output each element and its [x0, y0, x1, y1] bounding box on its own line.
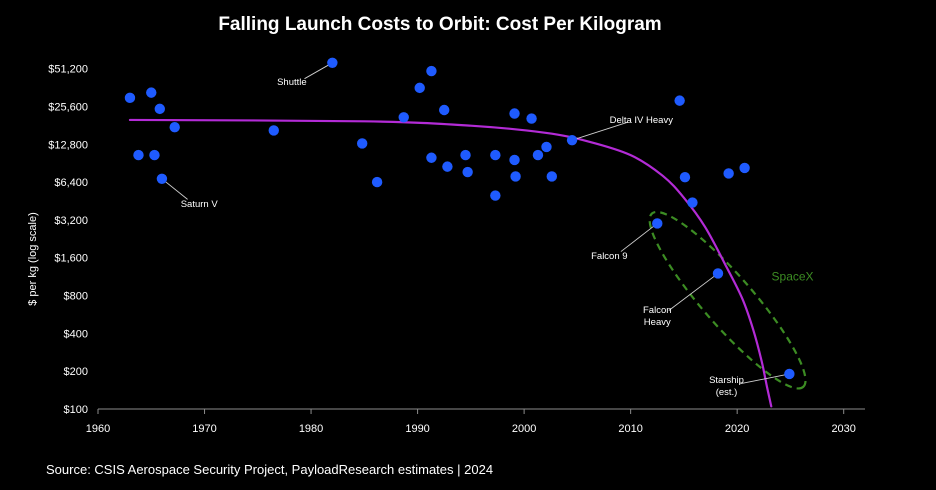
y-tick-label: $12,800 [48, 139, 88, 151]
data-point [149, 149, 160, 161]
data-point [327, 57, 338, 68]
trend-line [128, 118, 773, 408]
data-point [526, 113, 537, 124]
data-point [652, 218, 663, 229]
annotation-label: Delta IV Heavy [610, 115, 674, 126]
x-tick-label: 2000 [512, 423, 536, 435]
y-tick-label: $51,200 [48, 64, 88, 76]
data-point [154, 103, 165, 115]
x-tick-label: 1960 [86, 423, 110, 435]
data-point [532, 149, 544, 161]
data-point [169, 122, 180, 133]
data-point [510, 171, 521, 182]
data-point [146, 87, 157, 98]
annotation-labels: Saturn V Shuttle Delta IV Heavy Falcon 9 Fal… [181, 77, 744, 398]
data-point [490, 190, 501, 201]
y-tick-label: $6,400 [54, 177, 88, 189]
spacex-group-ellipse [648, 210, 807, 390]
data-point [398, 112, 409, 123]
data-point [509, 154, 520, 166]
data-point [490, 149, 501, 161]
data-point [156, 173, 168, 184]
data-point [674, 95, 685, 106]
annotation-label: Starship (est.) [709, 375, 744, 398]
data-point [371, 176, 383, 188]
x-axis-ticks: 1960 1970 1980 1990 2000 2010 2020 2030 [86, 409, 856, 435]
x-tick-label: 1980 [299, 423, 323, 435]
annotation-label: Saturn V [181, 199, 219, 210]
y-tick-label: $1,600 [54, 253, 88, 265]
data-point [541, 141, 552, 153]
data-point [133, 149, 144, 161]
data-point [356, 138, 368, 149]
y-tick-label: $25,600 [48, 101, 88, 113]
annotation-leader [740, 373, 790, 385]
data-point [784, 368, 795, 380]
data-point [124, 92, 136, 104]
data-point [566, 134, 578, 146]
x-tick-label: 2030 [831, 423, 855, 435]
y-tick-label: $400 [64, 328, 88, 340]
annotation-leader [668, 273, 719, 311]
x-tick-label: 2010 [618, 423, 642, 435]
annotation-leaders [161, 62, 790, 385]
y-tick-label: $3,200 [54, 215, 88, 227]
data-point [712, 268, 724, 279]
data-point [442, 161, 453, 172]
annotation-leader [161, 178, 188, 200]
data-points [124, 57, 795, 380]
x-tick-label: 1990 [405, 423, 429, 435]
spacex-group: SpaceX [648, 210, 814, 390]
y-tick-label: $200 [64, 366, 88, 378]
trend-layer [128, 118, 773, 408]
data-point [439, 104, 450, 116]
x-tick-label: 1970 [192, 423, 216, 435]
data-point [426, 65, 437, 77]
data-point [679, 172, 691, 183]
data-point [460, 149, 471, 161]
data-point [414, 82, 425, 94]
data-point [739, 162, 750, 174]
data-point [687, 197, 698, 208]
y-tick-label: $800 [64, 291, 88, 303]
data-point [546, 171, 558, 182]
y-axis-ticks: $100 $200 $400 $800 $1,600 $3,200 $6,400 $12,80… [48, 64, 88, 416]
annotation-label: Falcon 9 [591, 251, 627, 262]
data-point [723, 168, 734, 179]
y-axis-title: $ per kg (log scale) [27, 212, 39, 306]
data-point [426, 152, 437, 163]
chart-title: Falling Launch Costs to Orbit: Cost Per … [218, 14, 661, 35]
annotation-label: Falcon Heavy [643, 305, 672, 328]
annotation-leader [571, 121, 628, 141]
source-note: Source: CSIS Aerospace Security Project,… [46, 462, 493, 477]
annotation-leader [620, 223, 658, 252]
data-point [268, 125, 279, 136]
y-tick-label: $100 [64, 404, 88, 416]
spacex-group-label: SpaceX [772, 270, 814, 284]
annotation-label: Shuttle [277, 77, 307, 88]
data-point [462, 166, 473, 178]
annotation-leader [304, 62, 333, 80]
data-point [509, 108, 520, 119]
x-tick-label: 2020 [725, 423, 749, 435]
